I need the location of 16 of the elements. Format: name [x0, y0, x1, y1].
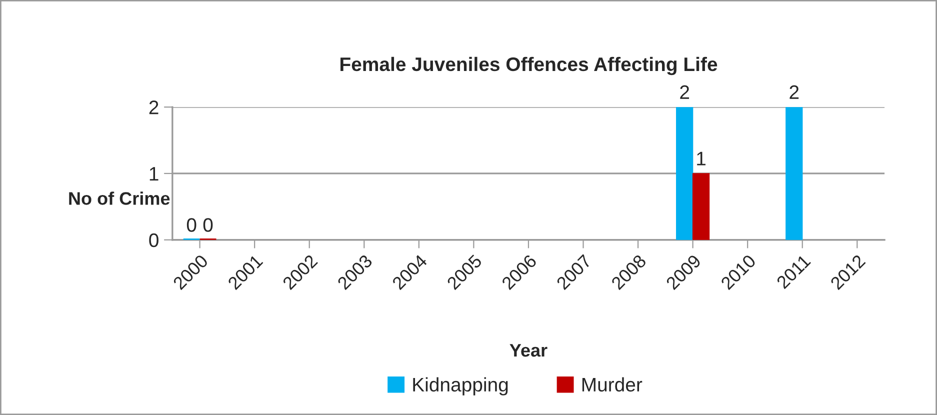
- data-label: 1: [697, 152, 706, 166]
- data-label: 2: [790, 85, 799, 99]
- y-tick-label: 2: [149, 100, 158, 114]
- y-axis-title: No of Crime: [69, 192, 170, 205]
- chart-title: Female Juveniles Offences Affecting Life: [340, 56, 718, 76]
- y-tick-label: 0: [149, 233, 158, 248]
- data-label: 0: [186, 218, 196, 232]
- bar: [676, 107, 694, 240]
- data-label: 0: [203, 218, 213, 232]
- x-axis-title: Year: [510, 344, 548, 357]
- bar: [692, 173, 710, 240]
- data-label: 2: [680, 85, 690, 99]
- legend-label: Kidnapping: [413, 377, 508, 396]
- legend-label: Murder: [582, 377, 642, 392]
- bar: [786, 107, 803, 240]
- y-tick-label: 1: [150, 167, 158, 181]
